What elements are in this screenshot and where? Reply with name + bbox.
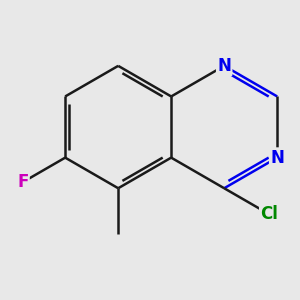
Text: N: N: [270, 148, 284, 166]
Text: N: N: [217, 57, 231, 75]
Text: Cl: Cl: [260, 205, 278, 223]
Text: F: F: [17, 173, 28, 191]
